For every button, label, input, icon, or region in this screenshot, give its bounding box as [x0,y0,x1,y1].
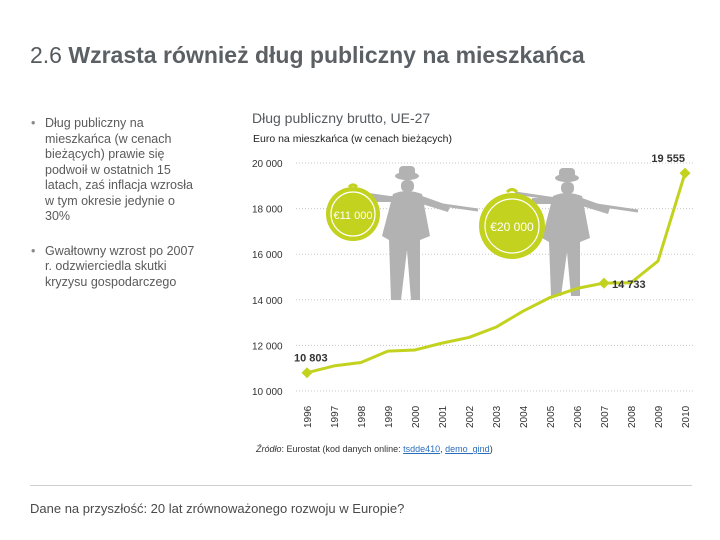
source-separator: , [440,444,446,454]
person-carrying-coin-large-icon [514,168,639,296]
x-tick-label: 1999 [384,405,395,428]
chart-data-labels: 10 803 14 733 19 555 [294,153,685,365]
x-tick-label: 2002 [465,405,476,428]
source-label: Źródło [256,444,282,454]
chart-title: Dług publiczny brutto, UE-27 [252,110,431,126]
x-tick-label: 2000 [411,405,422,428]
bullet-item: Gwałtowny wzrost po 2007 r. odzwierciedl… [28,244,203,291]
chart-x-axis: 1996 1997 1998 1999 2000 2001 2002 2003 2004 2005… [303,405,692,428]
y-tick-label: 14 000 [252,296,283,307]
data-point-marker [301,367,313,379]
coin-label-large: €20 000 [490,220,534,234]
source-text: : Eurostat (kod danych online: [281,444,404,454]
x-tick-label: 1997 [330,405,341,428]
footer-text: Dane na przyszłość: 20 lat zrównoważoneg… [30,501,405,516]
coin-label-small: €11 000 [334,210,373,222]
x-tick-label: 2010 [681,405,692,428]
y-tick-label: 12 000 [252,341,283,352]
slide-title-text: Wzrasta również dług publiczny na mieszk… [68,42,585,68]
x-tick-label: 2008 [627,405,638,428]
coin-carrier-illustration: €11 000 €20 000 [326,166,639,300]
source-end: ) [489,444,493,454]
x-tick-label: 2005 [546,405,557,428]
x-tick-label: 2009 [654,405,665,428]
x-tick-label: 1998 [357,405,368,428]
series-line [306,172,687,375]
data-point-marker [679,167,691,179]
source-link-tsdde410[interactable]: tsdde410 [403,444,441,454]
x-tick-label: 2007 [600,405,611,428]
source-link-demo-gind[interactable]: demo_gind [445,444,490,454]
y-tick-label: 10 000 [252,387,283,398]
x-tick-label: 1996 [303,405,314,428]
coin-small-icon: €11 000 [326,183,380,241]
data-point-marker [598,277,610,289]
bullet-item: Dług publiczny na mieszkańca (w cenach b… [28,116,203,225]
data-label: 10 803 [294,353,328,365]
y-tick-label: 20 000 [252,159,283,170]
chart-subtitle: Euro na mieszkańca (w cenach bieżących) [253,133,453,145]
y-tick-label: 16 000 [252,250,283,261]
footer-divider [30,485,692,486]
person-carrying-coin-small-icon [357,166,479,300]
x-tick-label: 2004 [519,405,530,428]
page-title: 2.6 Wzrasta również dług publiczny na mi… [30,42,585,69]
x-tick-label: 2003 [492,405,503,428]
data-label: 19 555 [651,153,685,165]
data-label: 14 733 [612,279,646,291]
x-tick-label: 2001 [438,405,449,428]
x-tick-label: 2006 [573,405,584,428]
bullet-list: Dług publiczny na mieszkańca (w cenach b… [28,116,203,309]
source-note: Źródło: Eurostat (kod danych online: tsd… [256,444,493,454]
chart-series [301,167,691,379]
coin-large-icon: €20 000 [479,188,545,259]
y-tick-label: 18 000 [252,205,283,216]
slide-number: 2.6 [30,42,62,68]
